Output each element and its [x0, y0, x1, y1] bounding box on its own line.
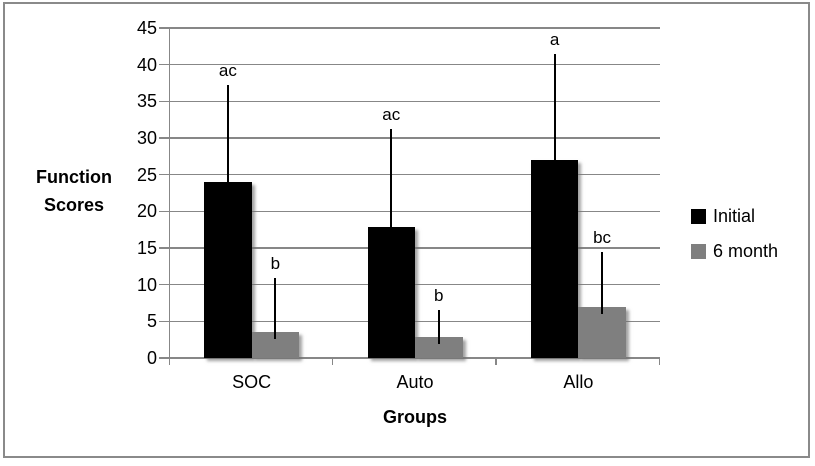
y-tick-label: 45 — [136, 18, 157, 38]
x-tick-label-allo: Allo — [563, 372, 594, 392]
gridline — [159, 63, 660, 66]
legend-entry-initial: Initial — [691, 205, 778, 227]
chart-frame — [3, 2, 810, 458]
x-axis-tick — [495, 358, 497, 365]
error-bar-6-month-soc — [274, 278, 277, 340]
error-bar-6-month-allo — [601, 251, 604, 314]
error-bar-initial-auto — [390, 129, 393, 235]
legend-swatch-initial — [691, 208, 706, 224]
gridline — [159, 27, 660, 29]
sig-label-initial-auto: ac — [382, 105, 401, 125]
gridline — [159, 173, 660, 176]
sig-label-6-month-allo: bc — [593, 227, 612, 247]
x-tick-label-soc: SOC — [232, 372, 272, 392]
y-axis-title-line2: Scores — [43, 195, 105, 215]
legend-entry-6-month: 6 month — [691, 240, 778, 262]
y-tick-label: 25 — [136, 164, 157, 185]
y-tick-label: 35 — [136, 91, 157, 112]
y-axis-title-line1: Function — [36, 167, 112, 187]
error-bar-initial-soc — [226, 85, 229, 189]
bar-6-month-auto — [415, 337, 463, 358]
error-bar-6-month-auto — [437, 310, 440, 345]
x-axis-title: Groups — [382, 407, 447, 427]
y-tick-label: 10 — [136, 274, 157, 295]
y-tick-label: 0 — [146, 348, 157, 368]
y-tick-label: 40 — [136, 54, 157, 75]
y-tick-label: 5 — [146, 311, 157, 332]
error-bar-initial-allo — [553, 54, 556, 167]
x-tick-label-auto: Auto — [396, 372, 434, 392]
legend-label-initial: Initial — [713, 205, 756, 226]
gridline — [159, 210, 660, 213]
bar-6-month-allo — [578, 306, 626, 358]
legend-swatch-6-month — [691, 243, 706, 259]
bar-initial-allo — [530, 160, 579, 358]
gridline — [159, 137, 660, 139]
legend-label-6-month: 6 month — [713, 240, 779, 261]
sig-label-6-month-soc: b — [270, 254, 281, 274]
gridline — [159, 100, 660, 103]
bar-initial-soc — [204, 182, 252, 358]
bar-initial-auto — [367, 227, 415, 358]
y-axis-line — [168, 28, 170, 365]
x-axis-tick — [658, 358, 660, 365]
legend: Initial 6 month — [691, 205, 778, 262]
y-axis-title: Function Scores — [12, 163, 136, 219]
x-axis-line — [159, 357, 660, 359]
y-tick-label: 20 — [136, 201, 157, 222]
sig-label-6-month-auto: b — [434, 286, 444, 306]
y-tick-label: 15 — [136, 238, 157, 258]
sig-label-initial-soc: ac — [218, 61, 237, 81]
y-tick-label: 30 — [136, 128, 157, 148]
x-axis-tick — [331, 358, 334, 365]
sig-label-initial-allo: a — [549, 30, 560, 50]
